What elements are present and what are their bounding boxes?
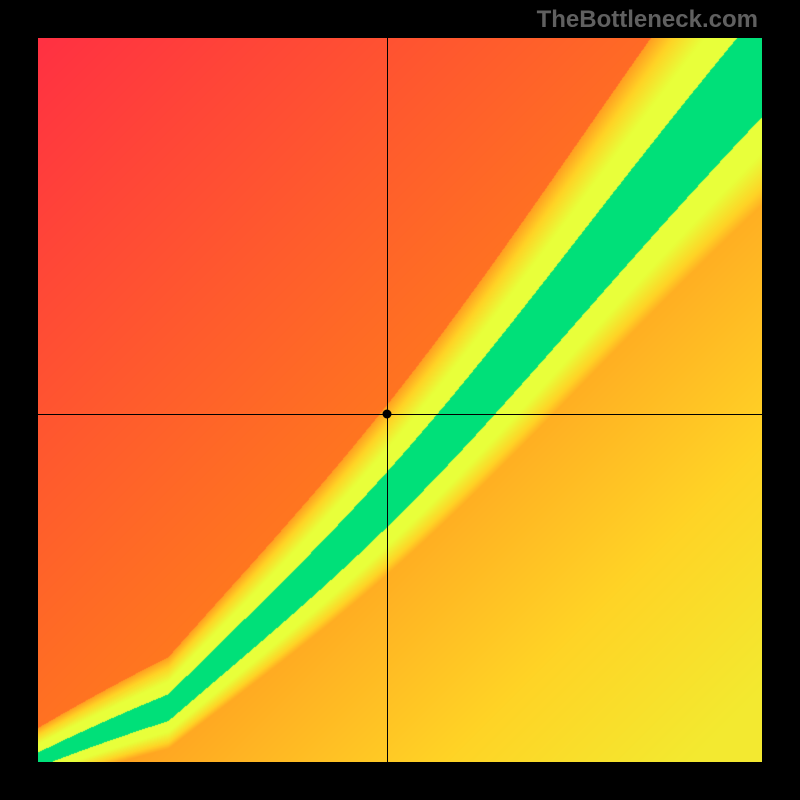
- watermark-text: TheBottleneck.com: [537, 6, 758, 34]
- frame: TheBottleneck.com: [0, 0, 800, 800]
- crosshair-horizontal: [38, 414, 762, 415]
- crosshair-vertical: [387, 38, 388, 762]
- heatmap-plot: [38, 38, 762, 762]
- crosshair-marker: [382, 410, 391, 419]
- heatmap-canvas: [38, 38, 762, 762]
